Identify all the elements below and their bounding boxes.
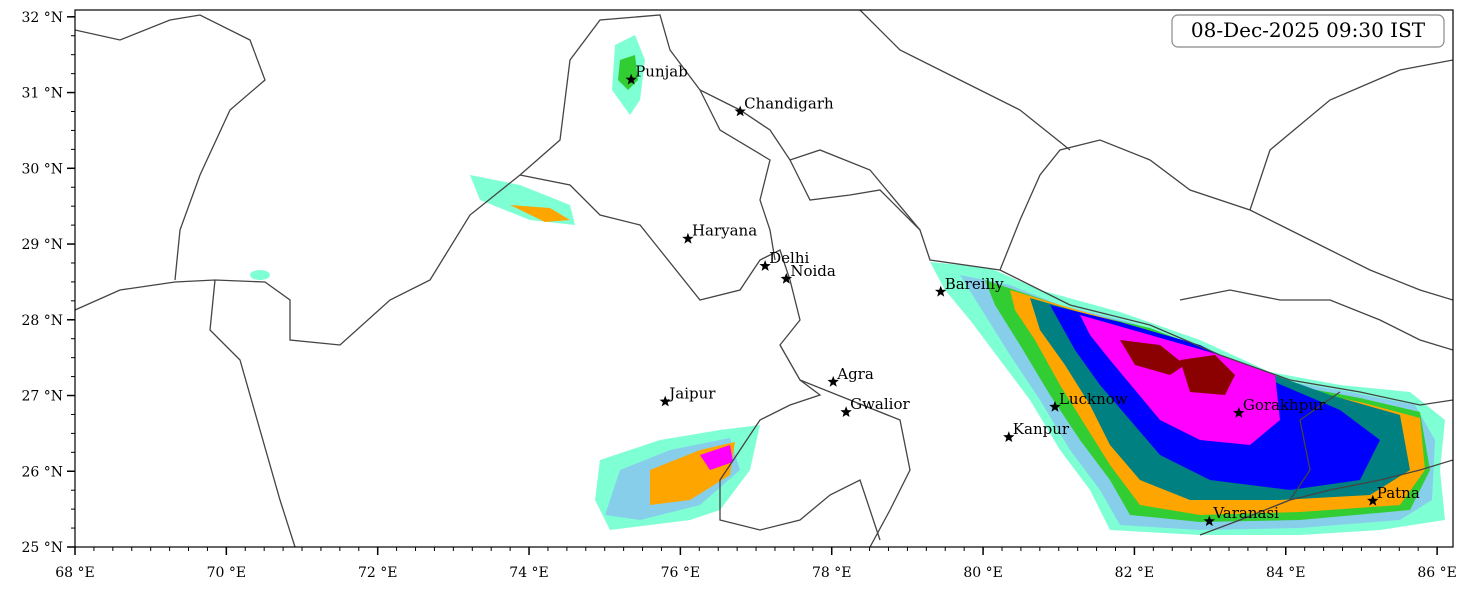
x-tick-label: 68 °E [55, 565, 94, 581]
x-tick-label: 80 °E [963, 565, 1002, 581]
city-label: Lucknow [1059, 390, 1128, 408]
y-tick-label: 28 °N [21, 313, 63, 329]
city-label: Agra [836, 365, 874, 383]
city-marker [840, 406, 852, 417]
city-label: Gwalior [850, 395, 910, 413]
rainfall [250, 35, 1445, 535]
city-marker [1203, 515, 1215, 527]
x-tick-label: 70 °E [207, 565, 246, 581]
y-tick-label: 25 °N [21, 540, 63, 556]
city-marker [827, 375, 839, 387]
x-tick-label: 78 °E [812, 565, 851, 581]
city-marker [1003, 431, 1015, 442]
y-tick-label: 30 °N [21, 161, 63, 177]
city-label: Varanasi [1212, 504, 1279, 522]
city-label: Noida [790, 262, 836, 280]
city-label: Delhi [769, 249, 809, 267]
x-tick-label: 76 °E [661, 565, 700, 581]
y-tick-label: 31 °N [21, 86, 63, 102]
borders [75, 10, 1453, 547]
city-marker [1367, 494, 1379, 506]
y-tick-label: 29 °N [21, 237, 63, 253]
x-tick-label: 82 °E [1115, 565, 1154, 581]
y-tick-label: 27 °N [21, 389, 63, 405]
y-tick-label: 26 °N [21, 464, 63, 480]
city-label: Punjab [635, 63, 688, 81]
city-marker [1049, 400, 1061, 412]
city-marker [682, 232, 694, 244]
city-marker [935, 285, 947, 297]
city-marker [659, 395, 671, 407]
city-marker [780, 272, 792, 284]
city-label: Chandigarh [744, 94, 834, 112]
y-tick-label: 32 °N [21, 10, 63, 26]
city-marker [625, 73, 637, 85]
city-marker [734, 105, 746, 117]
city-marker [1233, 406, 1245, 418]
timestamp-box [1171, 14, 1445, 48]
x-tick-label: 72 °E [358, 565, 397, 581]
x-tick-label: 74 °E [509, 565, 548, 581]
map-layer [75, 10, 1453, 547]
x-tick-label: 84 °E [1266, 565, 1305, 581]
city-label: Haryana [692, 222, 757, 240]
x-tick-label: 86 °E [1417, 565, 1456, 581]
city-label: Jaipur [667, 385, 716, 403]
city-label: Kanpur [1013, 420, 1070, 438]
timestamp: 08-Dec-2025 09:30 IST [1191, 18, 1426, 42]
plot-frame [74, 9, 1454, 548]
city-label: Bareilly [945, 275, 1004, 293]
city-marker [759, 260, 771, 271]
city-label: Gorakhpur [1243, 396, 1326, 414]
city-label: Patna [1377, 484, 1420, 502]
